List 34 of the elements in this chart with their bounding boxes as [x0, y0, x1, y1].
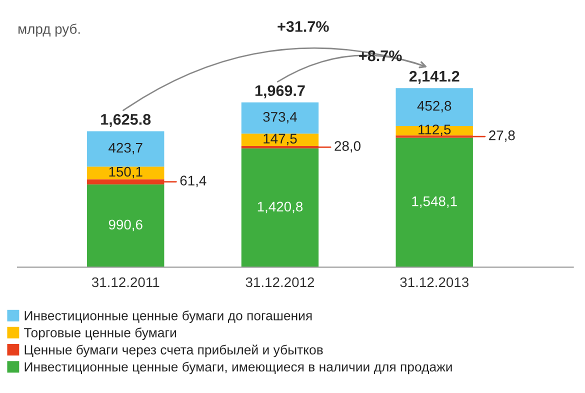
data-label: 990,6 [108, 220, 142, 232]
y-axis-title: млрд руб. [18, 24, 80, 37]
data-label: 28,0 [334, 141, 361, 153]
bar [241, 134, 319, 146]
legend-label: Инвестиционные ценные бумаги до погашения [24, 310, 312, 323]
data-label: 1,420,8 [258, 202, 303, 214]
bar [87, 166, 164, 180]
total-label: 1,969.7 [255, 85, 305, 98]
x-tick-label: 31.12.2011 [92, 277, 160, 288]
x-tick-label: 31.12.2013 [400, 277, 469, 288]
bar [396, 88, 473, 126]
bar [241, 148, 319, 268]
text: +8.7% [359, 50, 402, 62]
data-label: 147,5 [264, 134, 297, 146]
legend-label: Торговые ценные бумаги [24, 328, 176, 340]
data-label: 150,1 [109, 166, 142, 178]
total-label: 2,141.2 [409, 70, 460, 84]
bar [396, 138, 473, 268]
bar [396, 126, 473, 136]
total-label: 1,625.8 [101, 114, 151, 128]
legend-label: Инвестиционные ценные бумаги, имеющиеся в наличии для продажи [24, 362, 452, 374]
data-label: 373,4 [263, 112, 297, 124]
x-tick-label: 31.12.2012 [246, 277, 314, 288]
legend-label: Ценные бумаги через счета прибылей и убытков [24, 344, 323, 358]
data-label: 452,8 [417, 100, 452, 112]
data-label: 112,5 [418, 124, 451, 136]
text: +31.7% [278, 21, 329, 32]
data-label: 423,7 [108, 142, 142, 154]
data-label: 1,548,1 [412, 196, 457, 208]
data-label: 61,4 [180, 176, 206, 188]
bar [241, 102, 319, 134]
bar [87, 131, 164, 167]
data-label: 27,8 [489, 130, 515, 142]
bar [87, 184, 164, 268]
